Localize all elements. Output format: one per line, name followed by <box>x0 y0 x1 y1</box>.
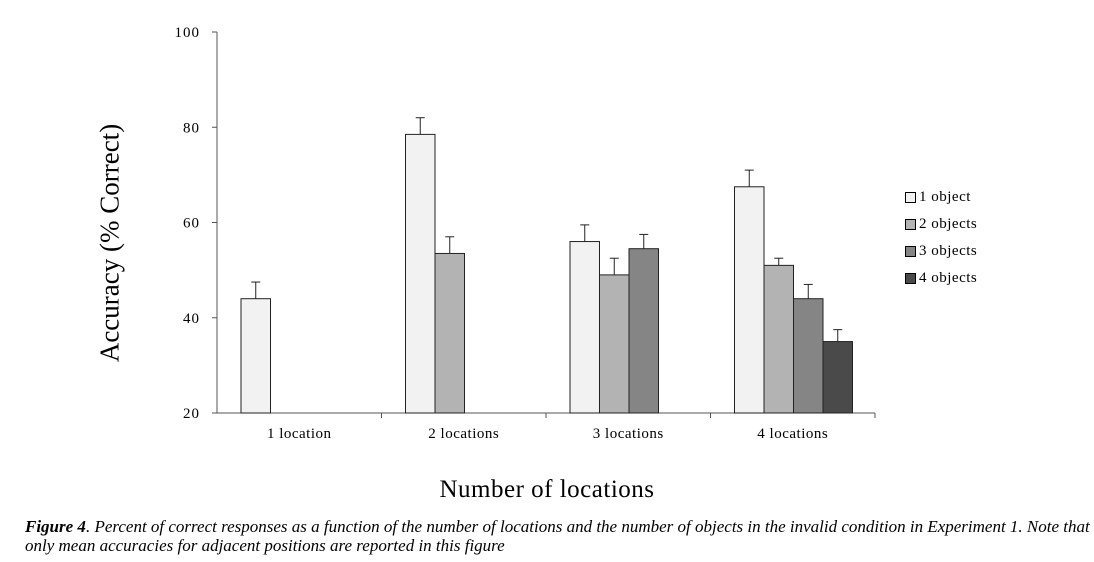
legend-item: 4 objects <box>905 265 977 292</box>
figure-caption: Figure 4. Percent of correct responses a… <box>25 517 1090 555</box>
legend-swatch <box>905 246 916 257</box>
y-tick-label: 100 <box>175 25 201 41</box>
bar <box>434 252 465 414</box>
bar <box>734 186 765 414</box>
chart-error-bars <box>251 117 843 342</box>
bar <box>793 298 824 414</box>
x-axis-title: Number of locations <box>0 476 1094 504</box>
chart-legend: 1 object 2 objects 3 objects 4 objects <box>905 184 977 292</box>
x-axis-title-text: Number of locations <box>439 476 655 503</box>
y-tick-labels: 20 40 60 80 100 <box>175 25 201 422</box>
bar <box>240 298 271 414</box>
x-category-labels: 1 location 2 locations 3 locations 4 locati… <box>267 426 828 442</box>
legend-label: 1 object <box>919 189 971 205</box>
legend-swatch <box>905 219 916 230</box>
legend-item: 1 object <box>905 184 977 211</box>
y-tick-label: 40 <box>183 311 200 327</box>
bar <box>405 133 436 414</box>
x-tick-label: 2 locations <box>428 426 499 442</box>
legend-item: 3 objects <box>905 238 977 265</box>
legend-swatch <box>905 192 916 203</box>
y-tick-label: 80 <box>183 120 200 136</box>
figure-label: Figure 4 <box>25 517 86 536</box>
legend-label: 3 objects <box>919 243 978 259</box>
x-tick-label: 3 locations <box>593 426 664 442</box>
legend-item: 2 objects <box>905 211 977 238</box>
chart-bars <box>240 133 853 414</box>
legend-label: 4 objects <box>919 270 978 286</box>
bar <box>763 264 794 414</box>
y-tick-label: 60 <box>183 216 200 232</box>
x-tick-label: 1 location <box>267 426 332 442</box>
bar-chart: 20 40 60 80 100 1 location 2 locations 3 locat… <box>175 25 876 442</box>
legend-label: 2 objects <box>919 216 978 232</box>
y-axis-title: Accuracy (% Correct) <box>94 123 125 363</box>
y-tick-label: 20 <box>183 406 200 422</box>
legend-swatch <box>905 273 916 284</box>
caption-text: . Percent of correct responses as a func… <box>25 517 1090 555</box>
bar <box>599 274 630 414</box>
bar <box>569 241 600 414</box>
bar <box>628 248 659 414</box>
bar <box>822 341 853 414</box>
x-tick-label: 4 locations <box>757 426 828 442</box>
